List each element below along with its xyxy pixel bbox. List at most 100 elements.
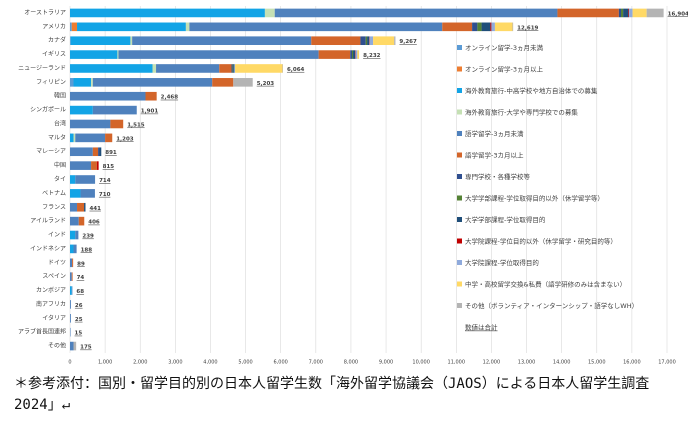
total-label: 1,901 (141, 109, 159, 115)
bar-segment (96, 161, 99, 170)
bar-segment (118, 50, 319, 59)
legend-label: 海外教育旅行-大学や専門学校での募集 (465, 108, 578, 117)
bar-segment (70, 341, 74, 351)
y-tick-label: フランス (42, 204, 66, 211)
legend-swatch (457, 131, 462, 136)
x-tick-label: 1,000 (98, 360, 112, 366)
legend-swatch (457, 217, 462, 222)
legend-swatch (457, 109, 462, 115)
bar-segment (130, 36, 133, 46)
legend-label: 海外教育旅行-中高学校や地方自治体での募集 (465, 86, 598, 95)
bar-segment (75, 230, 79, 240)
bar-segment (70, 78, 74, 87)
bar-segment (189, 22, 443, 32)
legend-swatch (457, 152, 462, 158)
bar-segment (70, 133, 74, 143)
total-label: 188 (81, 247, 93, 253)
bar-segment (92, 78, 213, 87)
total-label: 6,064 (287, 67, 305, 73)
legend-label: 語学留学-3ヵ月未満 (465, 129, 524, 138)
y-tick-label: インド (48, 232, 66, 239)
bar-segment (70, 119, 111, 129)
total-label: 714 (99, 178, 111, 184)
total-label: 441 (89, 206, 101, 212)
bar-segment (99, 147, 102, 157)
bar-segment (110, 119, 124, 129)
x-tick-label: 0 (68, 360, 71, 366)
bar-segment (92, 147, 99, 157)
bar-segment (70, 300, 71, 309)
x-tick-label: 17,000 (658, 360, 676, 366)
bar-segment (234, 64, 236, 73)
bar-segment (219, 64, 232, 73)
bar-segment (80, 189, 95, 198)
bar-segment (318, 50, 351, 59)
bar-segment (105, 133, 113, 143)
bar-segment (117, 50, 119, 59)
bar-segment (481, 22, 491, 32)
legend-label: 専門学校・各種学校等 (465, 172, 531, 181)
bar-segment (152, 64, 157, 73)
x-tick-label: 3,000 (168, 360, 182, 366)
x-tick-label: 5,000 (238, 360, 252, 366)
y-tick-label: オーストラリア (24, 9, 66, 16)
bar-segment (231, 64, 233, 73)
legend-swatch (457, 174, 462, 179)
bar-segment (98, 147, 100, 157)
bar-segment (512, 22, 514, 32)
total-label: 15 (75, 331, 83, 337)
y-tick-label: シンガポール (30, 106, 66, 114)
y-tick-label: イギリス (42, 51, 66, 58)
total-label: 1,515 (127, 122, 145, 128)
bar-segment (75, 175, 96, 184)
y-tick-label: マレーシア (36, 148, 66, 155)
bar-segment (212, 78, 234, 87)
bar-segment (311, 36, 361, 46)
bar-segment (232, 64, 234, 73)
bar-segment (70, 91, 146, 101)
bar-segment (373, 36, 395, 46)
bar-segment (156, 64, 220, 73)
bar-segment (264, 8, 275, 18)
legend-swatch (457, 45, 462, 50)
bar-segment (365, 36, 368, 46)
y-tick-label: アイルランド (30, 218, 66, 225)
x-tick-label: 2,000 (133, 360, 147, 366)
caption: ＊参考添付：国別・留学目的別の日本人留学生数「海外留学協議会（JAOS）による日… (14, 376, 650, 413)
bar-segment (75, 133, 106, 143)
bar-segment (618, 8, 621, 18)
y-tick-label: スペイン (42, 273, 66, 280)
x-tick-label: 16,000 (623, 360, 641, 366)
total-label: 68 (76, 289, 84, 295)
bar-segment (70, 244, 74, 254)
bar-segment (71, 286, 73, 295)
y-tick-label: インドネシア (30, 245, 66, 252)
total-label: 239 (82, 234, 94, 240)
total-label: 89 (77, 261, 85, 267)
bar-segment (70, 313, 71, 323)
bar-segment (70, 286, 72, 295)
bar-segment (235, 64, 283, 73)
bar-segment (628, 8, 630, 18)
y-tick-label: カンボジア (36, 286, 66, 294)
bar-segment (70, 50, 118, 59)
legend-label: その他（ボランティア・インターンシップ・語学なしWH） (465, 301, 638, 310)
legend-swatch (457, 303, 462, 308)
bar-segment (623, 8, 629, 18)
bar-segment (360, 36, 366, 46)
bar-segment (71, 22, 78, 32)
total-label: 5,203 (257, 81, 275, 87)
bar-segment (233, 78, 253, 87)
legend-label: 大学学部課程-学位取得目的 (465, 215, 546, 224)
bar-segment (77, 22, 186, 32)
total-label: 175 (80, 345, 92, 351)
y-tick-label: 南アフリカ (36, 300, 66, 308)
bar-segment (70, 36, 131, 46)
legend-swatch (457, 66, 462, 72)
bar-segment (70, 147, 93, 157)
y-tick-label: マルタ (48, 133, 66, 141)
x-tick-label: 4,000 (203, 360, 217, 366)
bar-segment (350, 50, 352, 59)
y-tick-label: ニュージーランド (18, 65, 66, 72)
